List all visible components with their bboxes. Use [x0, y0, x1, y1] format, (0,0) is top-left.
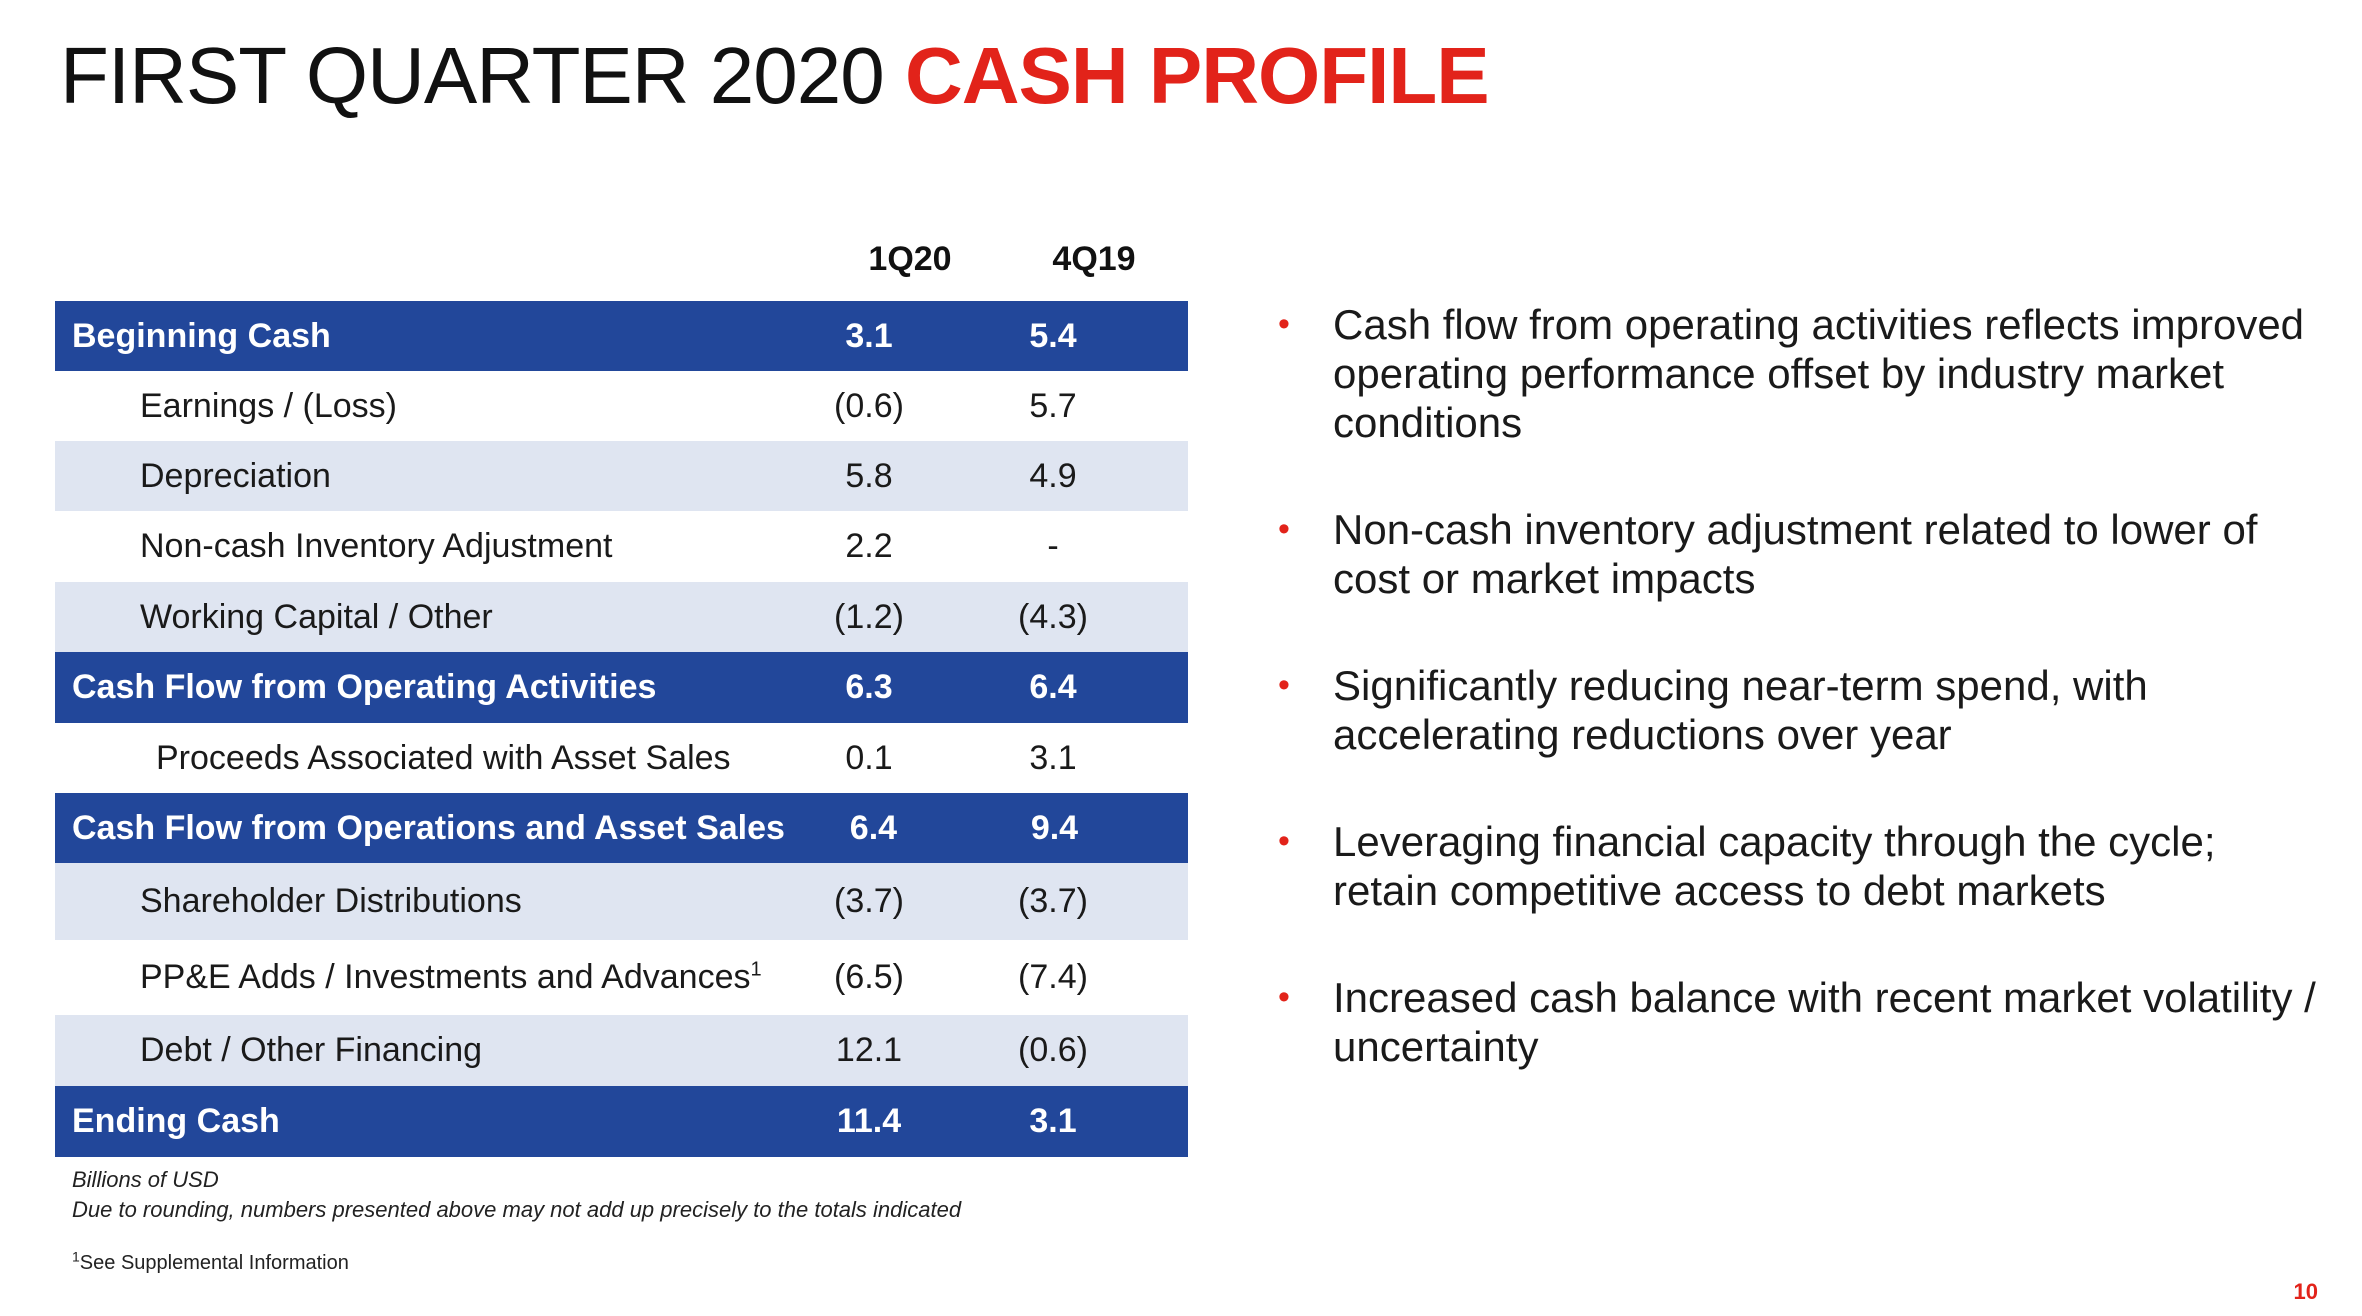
table-row-ending-cash: Ending Cash 11.4 3.1	[55, 1086, 1188, 1157]
value-4q19: -	[1047, 527, 1059, 565]
row-label: Shareholder Distributions	[140, 882, 522, 920]
rounding-note: Due to rounding, numbers presented above…	[72, 1197, 962, 1222]
value-1q20: 2.2	[845, 527, 893, 565]
footnote-marker: 1	[750, 958, 762, 981]
row-label: Earnings / (Loss)	[140, 386, 397, 425]
table-row-beginning-cash: Beginning Cash 3.1 5.4	[55, 301, 1188, 371]
value-4q19: (4.3)	[1018, 597, 1088, 636]
column-header-4q19: 4Q19	[1052, 240, 1136, 278]
units-note: Billions of USD	[72, 1167, 219, 1192]
row-label: Cash Flow from Operating Activities	[72, 668, 657, 706]
value-4q19: 4.9	[1029, 456, 1077, 495]
value-4q19: 5.7	[1029, 386, 1077, 425]
footnote-text: See Supplemental Information	[79, 1252, 349, 1274]
table-row-cfo-asset-sales: Cash Flow from Operations and Asset Sale…	[55, 793, 1188, 863]
cash-profile-table: Beginning Cash 3.1 5.4 Earnings / (Loss)…	[55, 301, 1188, 1157]
footnote-marker: 1	[72, 1248, 80, 1265]
title-accent: CASH PROFILE	[905, 31, 1490, 120]
value-4q19: (0.6)	[1018, 1031, 1088, 1069]
value-4q19: (3.7)	[1018, 882, 1088, 920]
bullet-text: Non-cash inventory adjustment related to…	[1333, 506, 2258, 602]
bullet-icon: •	[1278, 305, 1290, 343]
table-row-shareholder-distributions: Shareholder Distributions (3.7) (3.7)	[55, 863, 1188, 940]
title-prefix: FIRST QUARTER 2020	[60, 31, 885, 120]
bullet-item: • Non-cash inventory adjustment related t…	[1270, 505, 2330, 603]
value-1q20: 6.3	[845, 668, 893, 706]
row-label: Depreciation	[140, 456, 331, 495]
row-label: Proceeds Associated with Asset Sales	[156, 738, 731, 777]
value-1q20: 3.1	[845, 316, 893, 355]
table-notes: Billions of USD Due to rounding, numbers…	[72, 1165, 961, 1225]
table-row-working-capital: Working Capital / Other (1.2) (4.3)	[55, 582, 1188, 652]
commentary-bullets: • Cash flow from operating activities ref…	[1270, 300, 2330, 1129]
value-1q20: 11.4	[836, 1102, 902, 1140]
column-header-1q20: 1Q20	[868, 240, 952, 278]
value-4q19: 9.4	[1030, 808, 1079, 847]
row-label: Working Capital / Other	[140, 597, 493, 636]
value-1q20: (0.6)	[834, 386, 904, 425]
bullet-item: • Significantly reducing near-term spend,…	[1270, 661, 2330, 759]
bullet-icon: •	[1278, 666, 1290, 704]
bullet-item: • Increased cash balance with recent mark…	[1270, 973, 2330, 1071]
value-1q20: (1.2)	[834, 597, 904, 636]
value-4q19: 5.4	[1029, 316, 1077, 355]
bullet-text: Leveraging financial capacity through th…	[1333, 818, 2216, 914]
bullet-item: • Cash flow from operating activities ref…	[1270, 300, 2330, 447]
footnote: 1See Supplemental Information	[72, 1249, 349, 1275]
table-row-depreciation: Depreciation 5.8 4.9	[55, 441, 1188, 511]
table-row-debt-financing: Debt / Other Financing 12.1 (0.6)	[55, 1015, 1188, 1086]
table-row-earnings: Earnings / (Loss) (0.6) 5.7	[55, 371, 1188, 441]
bullet-icon: •	[1278, 510, 1290, 548]
bullet-text: Increased cash balance with recent marke…	[1333, 974, 2316, 1070]
value-1q20: (6.5)	[834, 958, 904, 996]
value-1q20: 5.8	[845, 456, 893, 495]
table-row-ppe-adds: PP&E Adds / Investments and Advances1 (6…	[55, 940, 1188, 1015]
row-label-with-footnote: PP&E Adds / Investments and Advances1	[55, 958, 779, 997]
bullet-text: Cash flow from operating activities refl…	[1333, 301, 2305, 446]
row-label: PP&E Adds / Investments and Advances	[140, 958, 751, 996]
value-1q20: 6.4	[849, 808, 898, 847]
value-1q20: (3.7)	[834, 882, 904, 920]
table-row-asset-sales: Proceeds Associated with Asset Sales 0.1…	[55, 723, 1188, 793]
row-label: Ending Cash	[72, 1102, 280, 1140]
value-4q19: 3.1	[1029, 738, 1077, 777]
bullet-icon: •	[1278, 822, 1290, 860]
row-label: Beginning Cash	[72, 316, 331, 355]
table-row-cfo: Cash Flow from Operating Activities 6.3 …	[55, 652, 1188, 723]
value-4q19: 6.4	[1029, 668, 1077, 706]
bullet-item: • Leveraging financial capacity through t…	[1270, 817, 2330, 915]
value-1q20: 0.1	[845, 738, 893, 777]
page-title: FIRST QUARTER 2020 CASH PROFILE	[60, 28, 1490, 124]
row-label: Debt / Other Financing	[140, 1031, 483, 1069]
page-number: 10	[2293, 1279, 2318, 1304]
value-1q20: 12.1	[835, 1031, 903, 1069]
bullet-text: Significantly reducing near-term spend, …	[1333, 662, 2148, 758]
value-4q19: 3.1	[1029, 1102, 1077, 1140]
value-4q19: (7.4)	[1018, 958, 1088, 996]
bullet-icon: •	[1278, 978, 1290, 1016]
row-label: Non-cash Inventory Adjustment	[140, 527, 613, 565]
table-row-inventory-adjustment: Non-cash Inventory Adjustment 2.2 -	[55, 511, 1188, 582]
row-label: Cash Flow from Operations and Asset Sale…	[72, 808, 785, 847]
